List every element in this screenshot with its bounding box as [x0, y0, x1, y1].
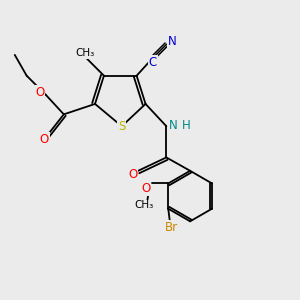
Text: S: S	[118, 120, 125, 133]
Text: H: H	[182, 119, 190, 132]
Text: CH₃: CH₃	[75, 48, 94, 59]
Text: CH₃: CH₃	[135, 200, 154, 210]
Text: O: O	[35, 86, 45, 99]
Text: N: N	[168, 35, 177, 48]
Text: C: C	[149, 56, 157, 69]
Text: O: O	[40, 133, 49, 146]
Text: N: N	[169, 119, 178, 132]
Text: Br: Br	[165, 220, 178, 234]
Text: O: O	[128, 168, 137, 181]
Text: O: O	[141, 182, 151, 195]
